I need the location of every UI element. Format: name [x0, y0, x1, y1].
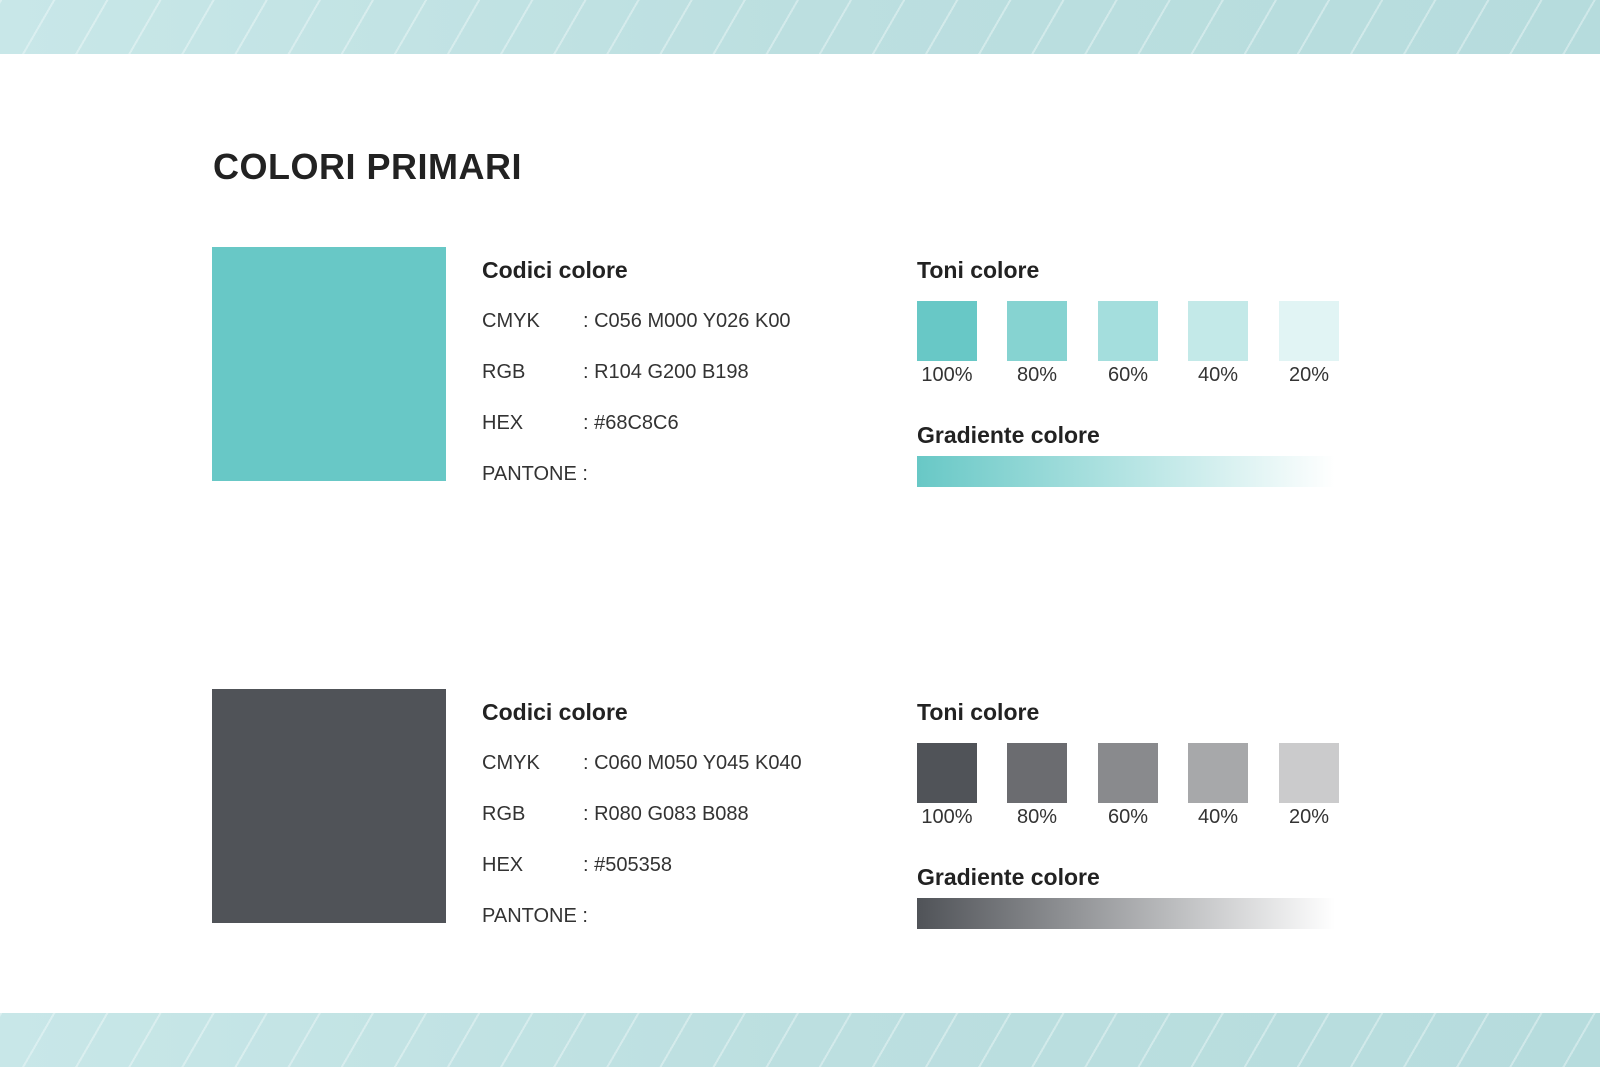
tone-label-80: 80%: [1016, 364, 1058, 386]
cmyk-label: CMYK: [482, 310, 540, 332]
hex-label: HEX: [482, 854, 524, 876]
tone-swatch-40: [1188, 301, 1248, 361]
pantone-label: PANTONE :: [482, 463, 588, 485]
tone-label-40: 40%: [1197, 806, 1239, 828]
page-title: COLORI PRIMARI: [213, 146, 522, 187]
color-gradient-bar: [917, 456, 1335, 487]
main-color-swatch: [212, 247, 446, 481]
hex-value: : #505358: [583, 854, 672, 876]
color-codes-heading: Codici colore: [482, 257, 628, 283]
tone-swatch-40: [1188, 743, 1248, 803]
rgb-label: RGB: [482, 803, 526, 825]
color-tones-heading: Toni colore: [917, 257, 1040, 283]
tone-swatch-100: [917, 301, 977, 361]
color-tones-heading: Toni colore: [917, 699, 1040, 725]
color-gradient-heading: Gradiente colore: [917, 422, 1100, 448]
cmyk-value: : C060 M050 Y045 K040: [583, 752, 802, 774]
tone-swatch-80: [1007, 743, 1067, 803]
tone-label-60: 60%: [1107, 806, 1149, 828]
pantone-label: PANTONE :: [482, 905, 588, 927]
tone-label-100: 100%: [921, 806, 973, 828]
tone-swatch-60: [1098, 301, 1158, 361]
tone-swatch-80: [1007, 301, 1067, 361]
rgb-label: RGB: [482, 361, 526, 383]
color-gradient-heading: Gradiente colore: [917, 864, 1100, 890]
tone-label-60: 60%: [1107, 364, 1149, 386]
palette-card: COLORI PRIMARI Codici colore CMYK : C056…: [0, 54, 1600, 1013]
tone-swatch-100: [917, 743, 977, 803]
primary-color-block-teal: Codici colore CMYK : C056 M000 Y026 K00 …: [0, 247, 1600, 487]
tone-label-80: 80%: [1016, 806, 1058, 828]
main-color-swatch: [212, 689, 446, 923]
cmyk-value: : C056 M000 Y026 K00: [583, 310, 791, 332]
bottom-decorative-band: [0, 1013, 1600, 1067]
hex-label: HEX: [482, 412, 524, 434]
color-codes-heading: Codici colore: [482, 699, 628, 725]
tone-label-40: 40%: [1197, 364, 1239, 386]
tone-swatch-60: [1098, 743, 1158, 803]
primary-color-block-gray: Codici colore CMYK : C060 M050 Y045 K040…: [0, 689, 1600, 929]
tone-swatch-20: [1279, 743, 1339, 803]
tone-label-20: 20%: [1288, 806, 1330, 828]
tone-label-100: 100%: [921, 364, 973, 386]
tone-swatch-20: [1279, 301, 1339, 361]
rgb-value: : R104 G200 B198: [583, 361, 749, 383]
top-decorative-band: [0, 0, 1600, 54]
hex-value: : #68C8C6: [583, 412, 679, 434]
tone-label-20: 20%: [1288, 364, 1330, 386]
color-gradient-bar: [917, 898, 1335, 929]
rgb-value: : R080 G083 B088: [583, 803, 749, 825]
cmyk-label: CMYK: [482, 752, 540, 774]
